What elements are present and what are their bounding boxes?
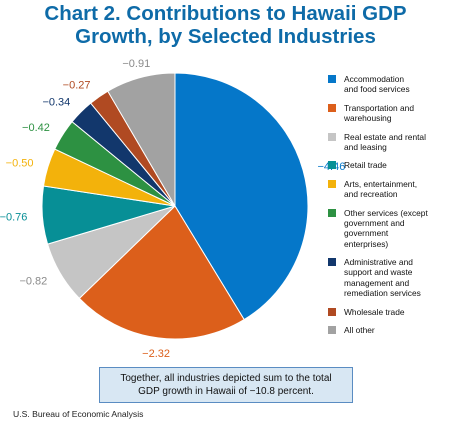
data-label-retail-trade: −0.76 — [0, 211, 27, 223]
legend-label-line: Arts, entertainment, — [344, 178, 418, 189]
data-label-real-estate-and-rental-and-leasing: −0.82 — [19, 276, 47, 288]
legend-label-line: government — [344, 228, 389, 239]
legend-swatch — [328, 258, 336, 267]
pie-slice-all-other — [107, 72, 176, 208]
legend-label-line: Accommodation — [344, 74, 405, 84]
data-label-all-other: −0.91 — [122, 58, 150, 70]
data-label-arts-entertainment-and-recreation: −0.50 — [6, 158, 34, 170]
legend-swatch — [328, 103, 336, 112]
legend-label-line: Real estate and rental — [344, 131, 426, 142]
legend-swatch — [328, 161, 336, 170]
legend-label-line: Other services (except — [344, 207, 428, 218]
chart-title: Chart 2. Contributions to Hawaii GDP Gro… — [0, 2, 451, 48]
data-label-transportation-and-warehousing: −2.32 — [142, 348, 170, 360]
chart-title-line-1: Chart 2. Contributions to Hawaii GDP — [44, 2, 407, 25]
legend-label-line: Wholesale trade — [344, 306, 405, 317]
legend-label-line: government and — [344, 217, 405, 228]
legend-swatch — [328, 307, 336, 316]
legend-label-line: Transportation and — [344, 102, 414, 113]
legend-label-line: All other — [344, 325, 375, 335]
legend-swatch — [328, 326, 336, 334]
note-line-1: Together, all industries depicted sum to… — [120, 373, 332, 384]
legend-label-line: and leasing — [344, 141, 387, 152]
legend-label: Transportation and warehousing — [344, 103, 450, 124]
legend-label: Wholesale trade — [344, 307, 450, 317]
legend-label-line: and recreation — [344, 189, 398, 200]
legend-swatch — [328, 75, 336, 83]
legend-label-line: warehousing — [344, 113, 392, 124]
legend-label: Accommodation and food services — [344, 74, 450, 95]
legend-label-line: enterprises) — [344, 238, 389, 249]
pie-slice-accommodation-and-food-services — [174, 72, 309, 321]
legend-label: Real estate and rental and leasing — [344, 132, 450, 153]
chart-title-line-2: Growth, by Selected Industries — [75, 25, 376, 48]
legend-label-line: management and — [344, 277, 410, 288]
pie-slice-transportation-and-warehousing — [78, 205, 245, 340]
legend-label-line: Retail trade — [344, 160, 387, 171]
legend-label: Arts, entertainment, and recreation — [344, 179, 450, 200]
legend-label-line: support and waste — [344, 267, 413, 278]
legend-label: Other services (except government and gove… — [344, 208, 450, 249]
note-box: Together, all industries depicted sum to… — [99, 367, 353, 403]
legend-swatch — [328, 132, 336, 141]
legend-swatch — [328, 208, 336, 217]
legend-label-line: Administrative and — [344, 257, 413, 268]
data-label-other-services-except-government-and-government-enterprises: −0.42 — [22, 122, 50, 134]
data-label-administrative-and-support-and-waste-management-and-remediation-services: −0.34 — [42, 96, 70, 108]
legend-label: Retail trade — [344, 160, 450, 170]
pie-slices — [41, 72, 309, 340]
source-note: U.S. Bureau of Economic Analysis — [13, 409, 144, 419]
pie-data-labels: −4.46−2.32−0.82−0.76−0.50−0.42−0.34−0.27… — [0, 58, 345, 360]
legend-label-line: and food services — [344, 84, 410, 95]
legend-label: Administrative and support and waste manag… — [344, 257, 450, 298]
note-line-2: GDP growth in Hawaii of −10.8 percent. — [138, 386, 314, 397]
legend-swatch — [328, 179, 336, 188]
legend-label-line: remediation services — [344, 287, 421, 298]
data-label-wholesale-trade: −0.27 — [63, 80, 91, 92]
legend-label: All other — [344, 325, 450, 335]
